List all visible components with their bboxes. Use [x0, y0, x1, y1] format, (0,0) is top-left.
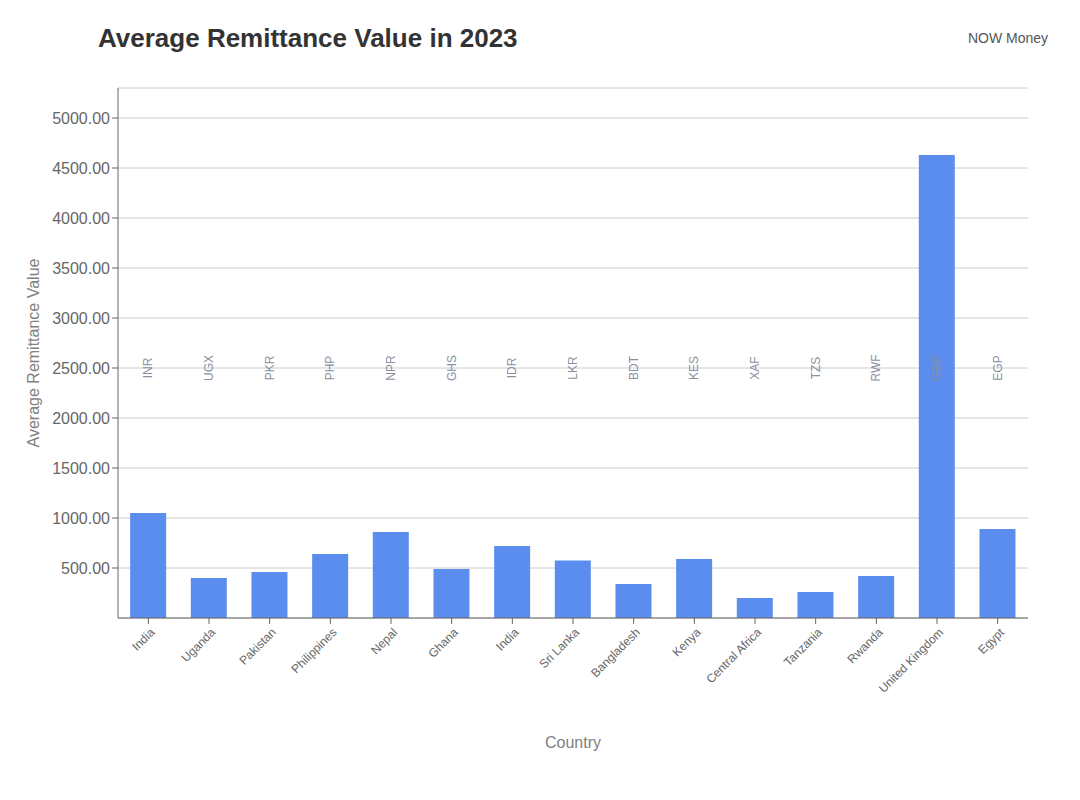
svg-text:Nepal: Nepal [368, 625, 400, 657]
svg-text:Central Africa: Central Africa [703, 625, 764, 686]
svg-text:1500.00: 1500.00 [52, 460, 110, 477]
svg-text:Rwanda: Rwanda [844, 625, 885, 666]
svg-text:3000.00: 3000.00 [52, 310, 110, 327]
svg-text:500.00: 500.00 [61, 560, 110, 577]
html-text:Average Remittance Value in 20: Average Remittance Value in 2023 [98, 22, 518, 53]
svg-text:Uganda: Uganda [179, 625, 219, 665]
svg-text:Kenya: Kenya [670, 625, 704, 659]
svg-text:Pakistan: Pakistan [236, 625, 278, 667]
svg-text:GBP: GBP [930, 355, 944, 380]
html-text:NOW Money: NOW Money [967, 30, 1048, 46]
svg-text:3500.00: 3500.00 [52, 260, 110, 277]
svg-text:Egypt: Egypt [975, 625, 1007, 657]
svg-text:5000.00: 5000.00 [52, 110, 110, 127]
svg-text:UGX: UGX [202, 355, 216, 381]
svg-text:United Kingdom: United Kingdom [876, 625, 946, 695]
svg-text:NPR: NPR [384, 355, 398, 381]
svg-text:IDR: IDR [505, 357, 519, 378]
svg-text:Philippines: Philippines [289, 625, 340, 676]
svg-text:XAF: XAF [748, 356, 762, 379]
svg-text:EGP: EGP [991, 355, 1005, 380]
svg-text:Sri Lanka: Sri Lanka [536, 625, 582, 671]
svg-text:4500.00: 4500.00 [52, 160, 110, 177]
svg-text:Bangladesh: Bangladesh [588, 625, 643, 680]
svg-text:Tanzania: Tanzania [781, 625, 825, 669]
svg-text:INR: INR [141, 357, 155, 378]
svg-text:BDT: BDT [627, 355, 641, 380]
svg-text:PKR: PKR [263, 355, 277, 380]
svg-text:4000.00: 4000.00 [52, 210, 110, 227]
svg-text:PHP: PHP [323, 356, 337, 381]
svg-text:Ghana: Ghana [425, 625, 461, 661]
svg-text:RWF: RWF [869, 354, 883, 381]
svg-text:LKR: LKR [566, 356, 580, 380]
svg-text:GHS: GHS [445, 355, 459, 381]
svg-text:Average Remittance Value: Average Remittance Value [25, 258, 42, 447]
svg-text:1000.00: 1000.00 [52, 510, 110, 527]
svg-text:2000.00: 2000.00 [52, 410, 110, 427]
svg-text:India: India [493, 625, 522, 654]
svg-text:Country: Country [545, 734, 601, 751]
svg-text:2500.00: 2500.00 [52, 360, 110, 377]
svg-text:India: India [129, 625, 158, 654]
svg-text:TZS: TZS [809, 357, 823, 380]
svg-text:KES: KES [687, 356, 701, 380]
